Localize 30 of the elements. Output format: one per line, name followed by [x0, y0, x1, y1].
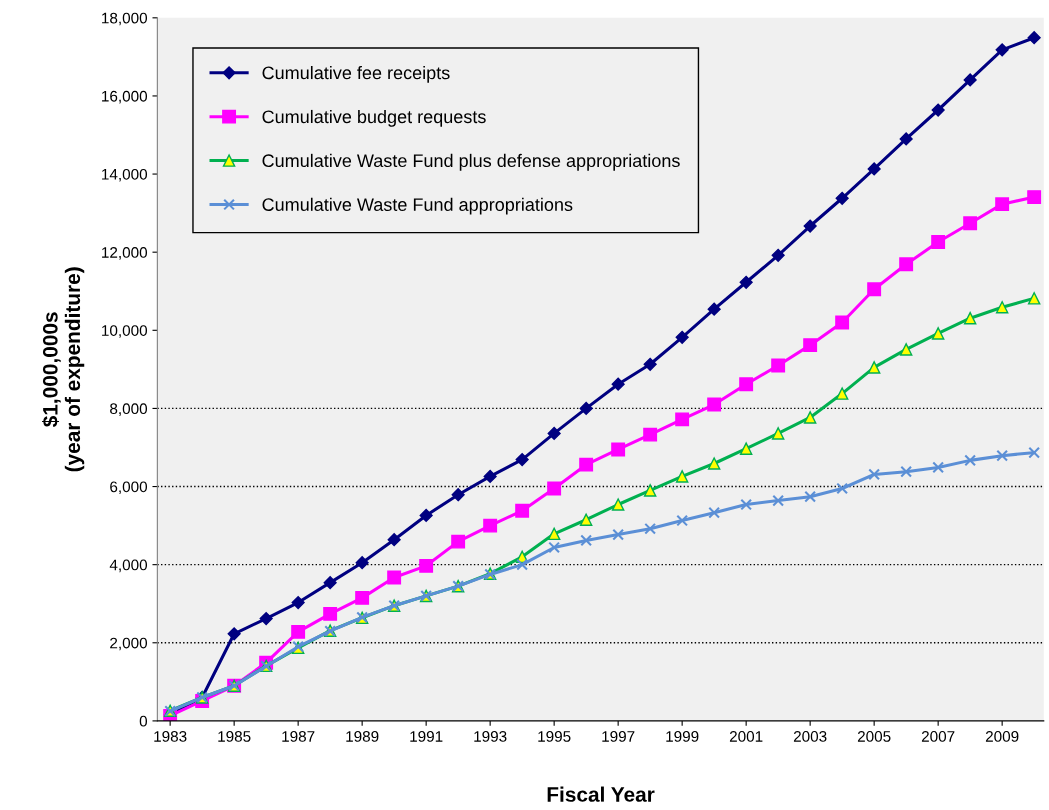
x-tick-label: 1997 — [602, 731, 635, 742]
legend-label: Cumulative Waste Fund appropriations — [262, 197, 573, 215]
y-tick-label: 8,000 — [110, 403, 148, 416]
legend-label: Cumulative Waste Fund plus defense appropriations — [262, 153, 680, 171]
y-tick-label: 10,000 — [102, 325, 148, 338]
y-tick-label: 18,000 — [102, 12, 148, 26]
x-tick-label: 1989 — [346, 731, 379, 742]
x-tick-label: 1991 — [410, 731, 443, 742]
y-tick-label: 2,000 — [110, 637, 148, 651]
x-tick-label: 1995 — [538, 731, 571, 742]
x-tick-label: 1985 — [218, 731, 251, 742]
y-tick-label: 0 — [139, 715, 148, 727]
x-tick-label: 2009 — [985, 731, 1019, 742]
x-axis-title: Fiscal Year — [547, 786, 655, 802]
x-tick-label: 1987 — [282, 731, 315, 742]
x-tick-label: 1999 — [666, 731, 699, 742]
x-tick-label: 1983 — [154, 731, 187, 742]
y-tick-label: 4,000 — [109, 559, 148, 573]
x-tick-label: 2007 — [921, 731, 955, 742]
y-axis-title: $1,000,000s (year of expenditure) — [42, 267, 85, 472]
y-tick-label: 12,000 — [102, 247, 148, 260]
y-tick-label: 6,000 — [110, 481, 148, 495]
y-tick-label: 14,000 — [102, 168, 148, 182]
legend-label: Cumulative fee receipts — [262, 66, 450, 83]
x-tick-label: 2005 — [857, 731, 891, 742]
y-tick-label: 16,000 — [102, 90, 148, 104]
x-tick-label: 2003 — [793, 731, 827, 742]
x-tick-label: 2001 — [729, 731, 763, 742]
legend-label: Cumulative budget requests — [262, 109, 486, 127]
x-tick-label: 1993 — [474, 731, 507, 742]
